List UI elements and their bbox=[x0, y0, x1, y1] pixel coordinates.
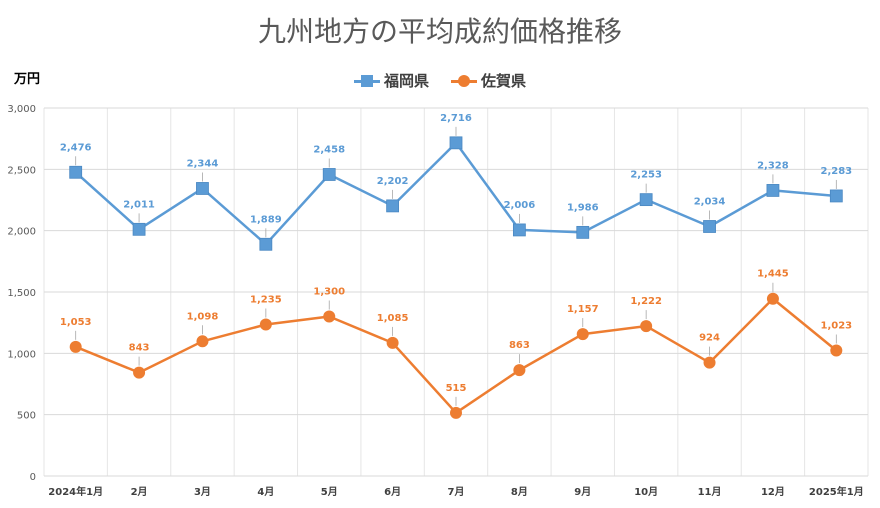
data-label: 2,458 bbox=[313, 144, 345, 155]
x-tick-label: 7月 bbox=[448, 486, 465, 498]
data-point-marker bbox=[69, 165, 83, 179]
data-point-marker bbox=[386, 336, 399, 349]
data-label: 2,344 bbox=[187, 158, 219, 169]
data-label: 2,034 bbox=[694, 196, 726, 207]
data-label: 515 bbox=[446, 383, 467, 394]
data-label: 1,889 bbox=[250, 214, 282, 225]
y-tick-label: 2,000 bbox=[7, 227, 36, 238]
data-point-marker bbox=[322, 168, 336, 181]
x-tick-label: 12月 bbox=[761, 486, 785, 498]
data-point-marker bbox=[196, 335, 209, 348]
data-label: 1,986 bbox=[567, 202, 599, 213]
chart-title: 九州地方の平均成約価格推移 bbox=[257, 15, 622, 48]
data-point-marker bbox=[133, 366, 146, 379]
data-point-marker bbox=[69, 340, 82, 353]
data-label: 1,023 bbox=[820, 321, 852, 332]
data-label: 1,222 bbox=[630, 296, 662, 307]
y-tick-label: 0 bbox=[30, 472, 36, 483]
legend: 福岡県 佐賀県 bbox=[0, 70, 880, 91]
data-label: 2,253 bbox=[630, 170, 662, 181]
legend-label-saga: 佐賀県 bbox=[481, 72, 527, 90]
data-point-marker bbox=[640, 320, 653, 333]
x-tick-label: 8月 bbox=[511, 486, 528, 498]
legend-square-marker-icon bbox=[353, 74, 380, 88]
data-label: 1,445 bbox=[757, 269, 789, 280]
data-point-marker bbox=[576, 225, 590, 239]
y-tick-label: 1,500 bbox=[7, 288, 36, 299]
data-label: 2,476 bbox=[60, 142, 92, 153]
data-label: 1,300 bbox=[313, 287, 345, 298]
data-point-marker bbox=[766, 184, 780, 197]
data-point-marker bbox=[703, 220, 716, 233]
data-point-marker bbox=[512, 223, 526, 237]
data-point-marker bbox=[513, 364, 526, 377]
data-label: 2,328 bbox=[757, 160, 789, 171]
y-tick-label: 3,000 bbox=[7, 104, 36, 115]
data-label: 2,283 bbox=[820, 166, 852, 177]
data-point-marker bbox=[829, 189, 843, 203]
legend-circle-marker-icon bbox=[451, 74, 477, 88]
y-axis-unit-label: 万円 bbox=[14, 72, 41, 87]
legend-item-saga: 佐賀県 bbox=[451, 70, 526, 91]
x-tick-label: 2024年1月 bbox=[48, 485, 103, 498]
x-tick-label: 11月 bbox=[698, 486, 722, 498]
data-point-marker bbox=[830, 344, 843, 357]
data-point-marker bbox=[132, 222, 146, 236]
data-label: 843 bbox=[129, 343, 150, 354]
y-tick-label: 1,000 bbox=[7, 349, 36, 360]
data-point-marker bbox=[450, 406, 462, 419]
data-label: 863 bbox=[509, 340, 530, 351]
y-tick-label: 2,500 bbox=[7, 165, 36, 176]
x-tick-label: 9月 bbox=[574, 486, 591, 498]
y-tick-label: 500 bbox=[17, 411, 36, 422]
x-tick-label: 5月 bbox=[321, 486, 338, 498]
data-label: 2,716 bbox=[440, 113, 472, 124]
data-point-marker bbox=[639, 193, 653, 207]
data-label: 1,098 bbox=[187, 311, 219, 322]
legend-item-fukuoka: 福岡県 bbox=[353, 70, 429, 91]
data-point-marker bbox=[703, 356, 716, 369]
data-point-marker bbox=[449, 136, 463, 150]
data-label: 1,157 bbox=[567, 304, 599, 315]
data-point-marker bbox=[259, 318, 272, 331]
data-point-marker bbox=[259, 237, 273, 251]
data-point-marker bbox=[576, 328, 589, 341]
x-tick-label: 10月 bbox=[634, 486, 658, 498]
data-label: 1,235 bbox=[250, 295, 282, 306]
data-label: 1,053 bbox=[60, 317, 92, 328]
x-tick-label: 2月 bbox=[131, 486, 148, 498]
data-label: 2,006 bbox=[504, 200, 536, 211]
data-label: 1,085 bbox=[377, 313, 409, 324]
data-point-marker bbox=[766, 292, 779, 305]
data-label: 2,011 bbox=[123, 199, 155, 210]
data-point-marker bbox=[323, 310, 336, 323]
legend-label-fukuoka: 福岡県 bbox=[383, 72, 429, 90]
x-tick-label: 6月 bbox=[384, 486, 401, 498]
data-point-marker bbox=[386, 199, 400, 213]
data-label: 924 bbox=[699, 333, 720, 344]
x-tick-label: 2025年1月 bbox=[809, 485, 864, 498]
x-tick-label: 3月 bbox=[194, 486, 211, 498]
x-tick-label: 4月 bbox=[257, 486, 274, 498]
data-label: 2,202 bbox=[377, 176, 409, 187]
data-point-marker bbox=[196, 182, 209, 195]
